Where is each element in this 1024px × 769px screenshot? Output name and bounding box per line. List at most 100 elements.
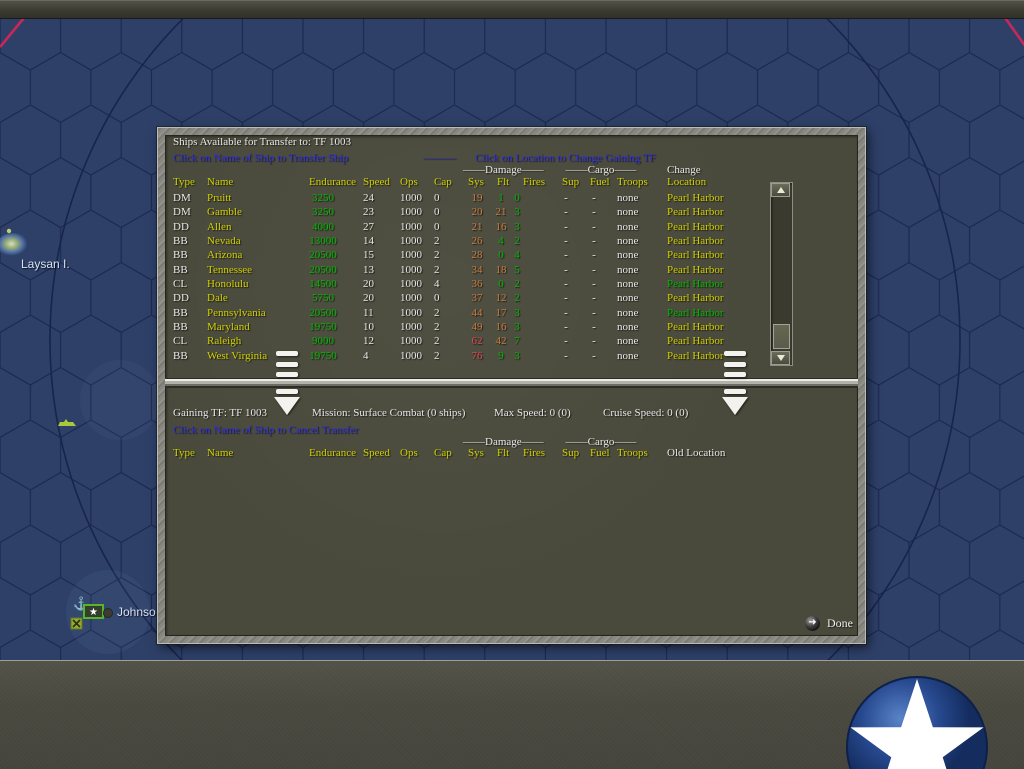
group-cargo: ——Cargo—— bbox=[565, 436, 637, 448]
cell-ops: 1000 bbox=[400, 335, 422, 348]
cell-name[interactable]: Arizona bbox=[207, 249, 243, 262]
airbase-star-icon[interactable] bbox=[83, 604, 104, 619]
cell-cap: 2 bbox=[434, 263, 440, 276]
cell-location[interactable]: Pearl Harbor bbox=[667, 335, 724, 348]
bar bbox=[724, 372, 746, 378]
column-header-row-upper: Type Name Endurance Speed Ops Cap Sys Flt Fires S… bbox=[173, 176, 850, 189]
cell-flt: 42 bbox=[495, 335, 507, 348]
cell-ops: 1000 bbox=[400, 277, 422, 290]
top-menu-bar bbox=[0, 0, 1024, 19]
cell-cap: 4 bbox=[434, 277, 440, 290]
cell-speed: 27 bbox=[363, 220, 374, 233]
ship-row[interactable]: BB Arizona 20500 15 1000 2 28 0 4 - - none Pearl Har… bbox=[173, 249, 850, 263]
cell-name[interactable]: Pruitt bbox=[207, 192, 232, 204]
johnston-base-icons[interactable]: ⚓ ★ bbox=[70, 596, 113, 630]
cell-location[interactable]: Pearl Harbor bbox=[667, 292, 724, 305]
instruction-separator: ——— bbox=[423, 152, 456, 164]
mission-label[interactable]: Mission: Surface Combat (0 ships) bbox=[312, 407, 466, 419]
ship-row[interactable]: BB Nevada 13000 14 1000 2 26 4 2- - none Pearl Harb… bbox=[173, 235, 850, 249]
cell-location[interactable]: Pearl Harbor bbox=[667, 234, 724, 247]
cell-name[interactable]: Raleigh bbox=[207, 335, 242, 348]
scrollbar-thumb[interactable] bbox=[773, 324, 790, 349]
bar bbox=[276, 372, 298, 378]
map-label-laysan[interactable]: Laysan I. bbox=[21, 257, 70, 271]
scroll-down-indicator-left[interactable] bbox=[274, 351, 300, 421]
ship-icon[interactable] bbox=[58, 419, 76, 426]
laysan-island[interactable] bbox=[0, 233, 29, 257]
done-button[interactable]: ➜ Done bbox=[805, 615, 853, 631]
ship-row[interactable]: CL Raleigh 9000 12 1000 2 62 42 7 - - none Pearl Har… bbox=[173, 335, 850, 349]
cell-location[interactable]: Pearl Harbor bbox=[667, 349, 724, 362]
ship-row[interactable]: DD Allen 4000 27 1000 0 21 16 3 - - none Pearl Harbo… bbox=[173, 221, 850, 235]
cell-name[interactable]: Tennessee bbox=[207, 263, 253, 276]
ship-row[interactable]: CL Honolulu 14500 20 1000 4 36 0 2 - - none Pearl Ha… bbox=[173, 278, 850, 292]
ship-list-scrollbar[interactable] bbox=[770, 182, 793, 366]
ship-transfer-dialog: Ships Available for Transfer to: TF 1003… bbox=[157, 127, 866, 644]
col-header-speed: Speed bbox=[363, 447, 390, 459]
column-header-row-lower: Type Name Endurance Speed Ops Cap Sys Flt Fires S… bbox=[173, 447, 850, 460]
cell-sup: - bbox=[564, 292, 568, 305]
cell-name[interactable]: Pennsylvania bbox=[207, 306, 266, 319]
cell-sup: - bbox=[564, 192, 568, 204]
cell-location[interactable]: Pearl Harbor bbox=[667, 206, 724, 219]
cell-name[interactable]: Maryland bbox=[207, 320, 250, 333]
cell-name[interactable]: Honolulu bbox=[207, 277, 249, 290]
ship-row[interactable]: DD Dale 5750 20 1000 0 37 12 2 - - none Pearl Harbor bbox=[173, 292, 850, 306]
cell-endurance: 20500 bbox=[309, 263, 337, 276]
cell-type: BB bbox=[173, 306, 188, 319]
ship-row[interactable]: BB Maryland 19750 10 1000 2 49 16 3 - - none Pearl H… bbox=[173, 321, 850, 335]
col-header-fuel: Fuel bbox=[590, 447, 610, 459]
cell-cap: 2 bbox=[434, 249, 440, 262]
cell-sys: 26 bbox=[471, 234, 483, 247]
max-speed-label: Max Speed: 0 (0) bbox=[494, 407, 571, 419]
cell-cap: 2 bbox=[434, 306, 440, 319]
cell-location[interactable]: Pearl Harbor bbox=[667, 277, 724, 290]
cell-location[interactable]: Pearl Harbor bbox=[667, 192, 724, 204]
cell-location[interactable]: Pearl Harbor bbox=[667, 249, 724, 262]
cell-fires: 3 bbox=[514, 306, 520, 319]
cell-name[interactable]: Dale bbox=[207, 292, 228, 305]
us-star-roundel bbox=[846, 676, 988, 769]
cell-name[interactable]: Nevada bbox=[207, 234, 241, 247]
scrollbar-down-button[interactable] bbox=[771, 351, 790, 365]
cell-location[interactable]: Pearl Harbor bbox=[667, 263, 724, 276]
cell-sup: - bbox=[564, 220, 568, 233]
cell-endurance: 3250 bbox=[312, 206, 334, 219]
cell-fuel: - bbox=[592, 349, 596, 362]
dialog-title: Ships Available for Transfer to: TF 1003 bbox=[173, 136, 352, 148]
cell-location[interactable]: Pearl Harbor bbox=[667, 320, 724, 333]
instruction-transfer: Click on Name of Ship to Transfer Ship bbox=[173, 152, 349, 164]
cell-sup: - bbox=[564, 263, 568, 276]
cell-location[interactable]: Pearl Harbor bbox=[667, 306, 724, 319]
cell-speed: 12 bbox=[363, 335, 374, 348]
cell-cap: 0 bbox=[434, 206, 440, 219]
cell-name[interactable]: Allen bbox=[207, 220, 232, 233]
ship-row[interactable]: DM Gamble 3250 23 1000 0 20 21 3 - - none Pearl Harb… bbox=[173, 206, 850, 220]
cell-flt: 9 bbox=[498, 349, 504, 362]
map-label-johnston[interactable]: Johnso bbox=[117, 605, 156, 619]
scroll-down-indicator-right[interactable] bbox=[722, 351, 748, 421]
cell-flt: 0 bbox=[498, 249, 504, 262]
col-header-name: Name bbox=[207, 447, 234, 459]
ship-row[interactable]: DM Pruitt 3250 24 1000 0 19 1 0- - none Pearl Harbo… bbox=[173, 192, 850, 206]
cell-name[interactable]: Gamble bbox=[207, 206, 242, 219]
cell-sup: - bbox=[564, 206, 568, 219]
group-cargo: ——Cargo—— bbox=[565, 164, 637, 176]
cell-flt: 21 bbox=[495, 206, 507, 219]
cell-fuel: - bbox=[592, 277, 596, 290]
bar bbox=[724, 351, 746, 356]
ship-row[interactable]: BB Tennessee 20500 13 1000 2 34 18 5 - - none Pearl … bbox=[173, 264, 850, 278]
cell-type: DM bbox=[173, 192, 191, 204]
ship-row[interactable]: BB Pennsylvania 20500 11 1000 2 44 17 3 - - none Pea… bbox=[173, 307, 850, 321]
cell-troops: none bbox=[617, 249, 639, 262]
hex-highlight bbox=[80, 360, 160, 440]
ship-list: DM Pruitt 3250 24 1000 0 19 1 0- - none Pearl Harbo… bbox=[173, 192, 850, 364]
cell-flt: 16 bbox=[495, 320, 507, 333]
available-ships-panel: Ships Available for Transfer to: TF 1003… bbox=[173, 127, 850, 378]
cell-sys: 19 bbox=[471, 192, 483, 204]
cell-name[interactable]: West Virginia bbox=[207, 349, 268, 362]
ship-row[interactable]: BB West Virginia 19750 4 1000 2 76 9 3 - - none Pear… bbox=[173, 350, 850, 364]
cell-speed: 20 bbox=[363, 277, 374, 290]
cell-location[interactable]: Pearl Harbor bbox=[667, 220, 724, 233]
scrollbar-up-button[interactable] bbox=[771, 183, 790, 197]
